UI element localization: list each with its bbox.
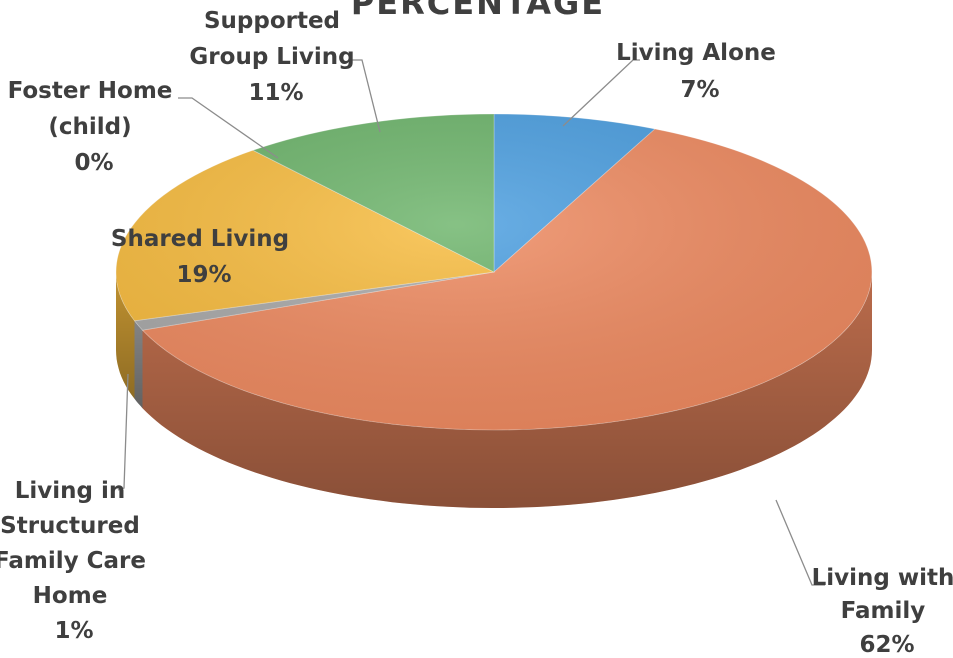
leader-lines — [117, 59, 825, 586]
leader-foster-home — [178, 97, 279, 159]
leader-living-with-family — [775, 499, 825, 586]
data-labels: Living Alone 7% Supported Group Living 1… — [0, 8, 953, 658]
leader-living-alone — [562, 59, 640, 127]
side-shade-living-in-structured-family-care-home — [134, 320, 143, 409]
label-structured-family-care-home: Living in Structured Family Care Home 1% — [0, 478, 154, 644]
chart-title: PERCENTAGE — [351, 0, 605, 22]
leader-structured-family — [117, 373, 129, 491]
label-foster-home: Foster Home (child) 0% — [8, 78, 181, 176]
label-living-alone: Living Alone 7% — [616, 40, 784, 103]
label-living-with-family: Living with Family 62% — [812, 565, 953, 658]
pie-top — [115, 113, 873, 431]
label-shared-living: Shared Living 19% — [111, 226, 297, 288]
side-shade-living-with-family — [142, 272, 872, 508]
pie-top-sheen — [116, 114, 872, 430]
label-supported-group-living: Supported Group Living 11% — [189, 8, 362, 106]
side-shade-shared-living — [116, 272, 135, 399]
pie-side-walls — [116, 272, 872, 508]
leader-supported-group — [350, 59, 381, 133]
